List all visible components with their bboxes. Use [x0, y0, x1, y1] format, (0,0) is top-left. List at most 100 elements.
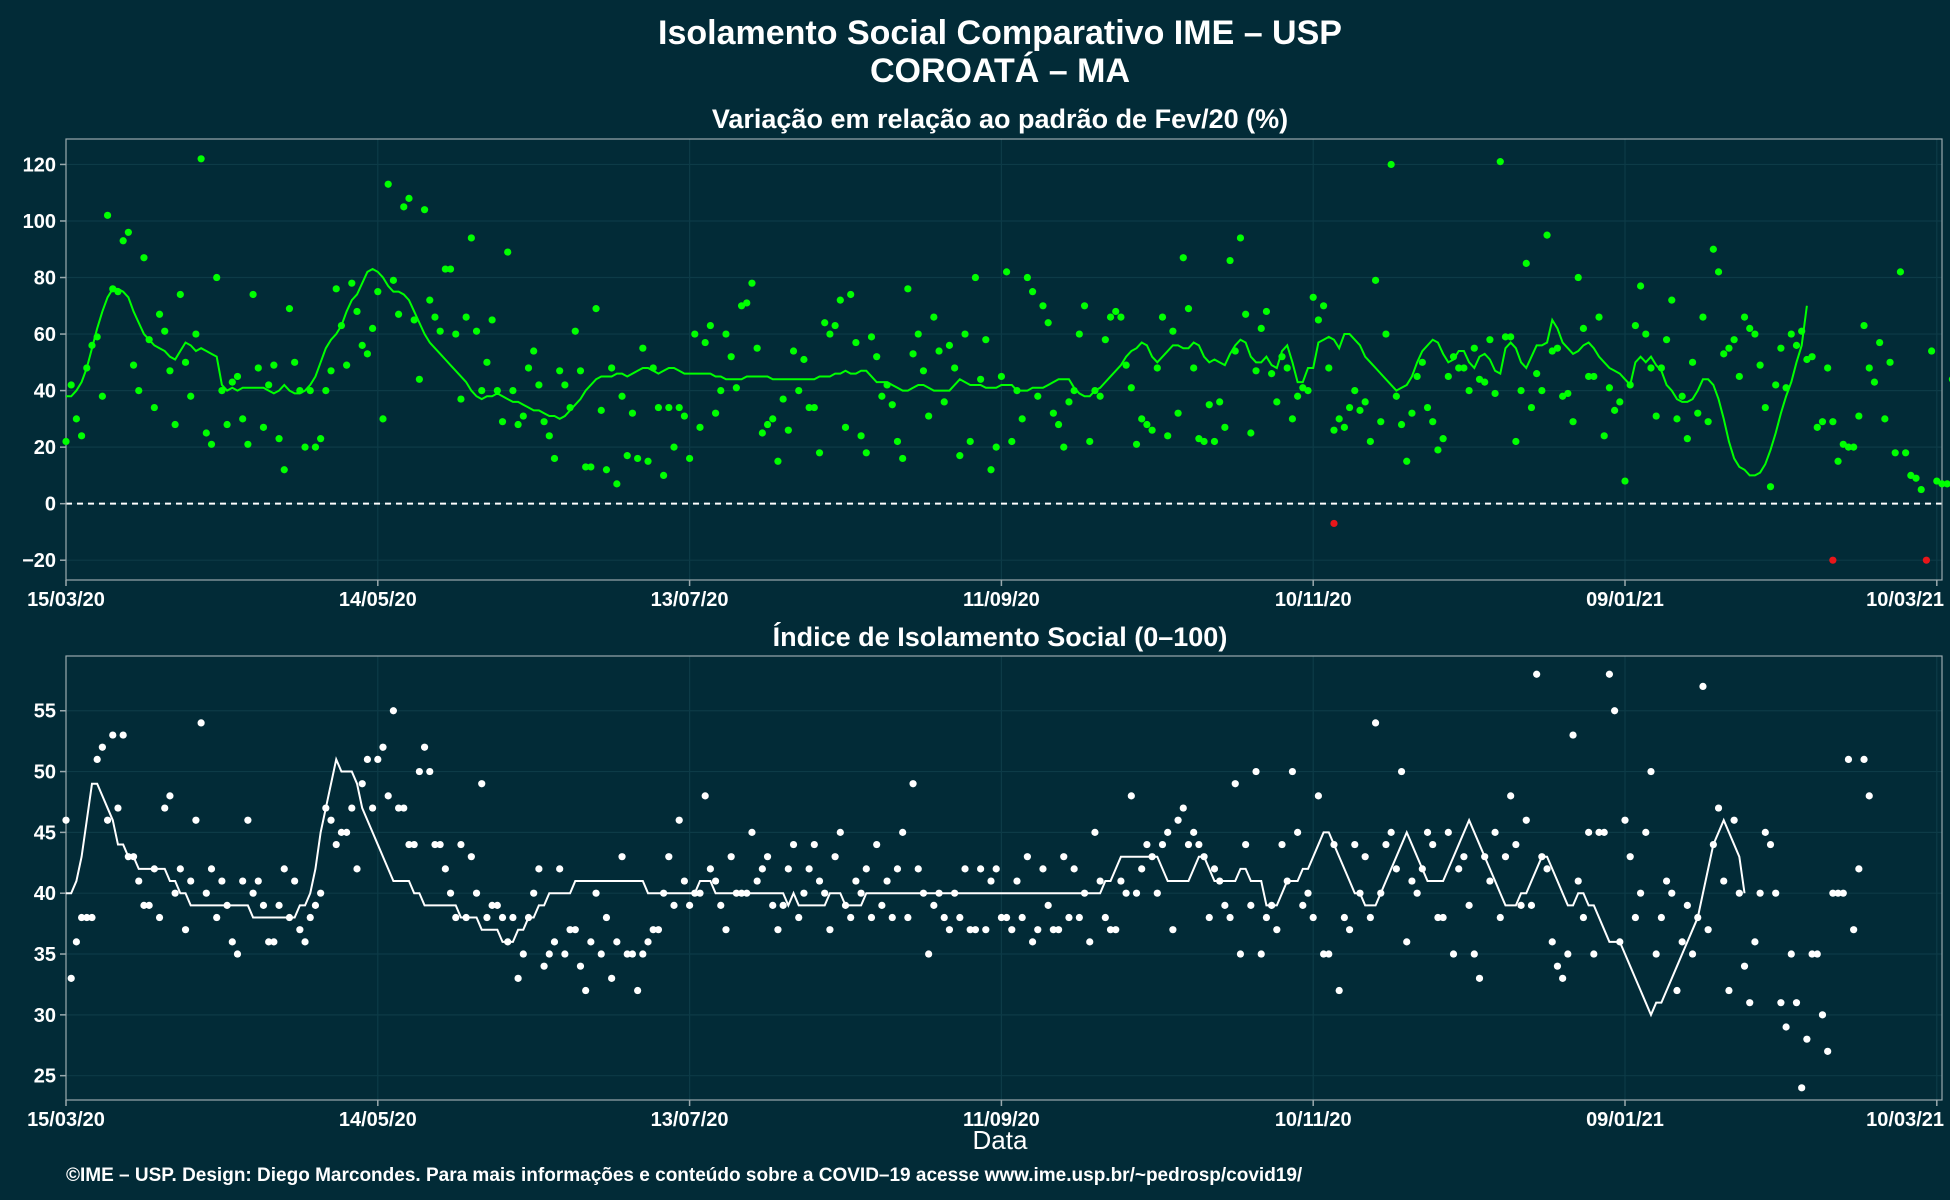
panel1-data-point: [1585, 372, 1593, 381]
panel2-data-point: [1164, 828, 1172, 836]
panel1-data-point: [1491, 389, 1499, 398]
panel2-data-point: [925, 950, 933, 958]
panel1-data-point: [722, 330, 730, 338]
panel1-data-point: [275, 435, 283, 443]
panel2-data-point: [1392, 865, 1400, 873]
panel2-data-point: [1008, 926, 1016, 934]
panel2-data-point: [135, 877, 143, 885]
panel2-data-point: [270, 938, 278, 946]
panel2-data-point: [1824, 1047, 1832, 1055]
panel2-data-point: [1533, 670, 1541, 678]
panel1-data-point: [1740, 313, 1749, 321]
panel2-data-point: [72, 938, 80, 946]
panel2-data-point: [1574, 877, 1582, 885]
panel2-data-point: [1756, 889, 1764, 897]
panel2-data-point: [467, 853, 475, 861]
panel2-data-point: [1579, 913, 1588, 922]
panel1-data-point: [592, 305, 600, 313]
panel2-data-point: [1294, 828, 1302, 836]
panel2-data-point: [452, 913, 460, 922]
panel1-data-point: [98, 392, 106, 400]
panel1-data-point: [769, 415, 777, 423]
panel2-data-point: [971, 926, 980, 934]
panel2-data-point: [1543, 865, 1551, 873]
panel2-y-tick-label: 45: [34, 822, 56, 844]
panel1-data-point: [1533, 370, 1541, 378]
panel2-data-point: [899, 828, 907, 836]
panel2-data-point: [1522, 816, 1530, 824]
panel2-data-point: [566, 926, 574, 934]
panel2-data-point: [244, 816, 252, 824]
panel2-data-point: [1138, 865, 1146, 873]
panel1-data-point: [187, 392, 195, 400]
panel1-data-point: [1543, 231, 1551, 239]
panel2-data-point: [1813, 950, 1821, 958]
panel2-data-point: [88, 913, 96, 922]
panel1-data-point: [181, 358, 190, 366]
panel1-data-point: [192, 330, 200, 338]
panel1-negative-data-point: [1330, 519, 1338, 528]
panel2-data-point: [1725, 986, 1733, 995]
panel2-data-point: [1262, 913, 1271, 922]
panel2-data-point: [1470, 950, 1478, 958]
panel1-data-point: [1787, 330, 1795, 338]
panel2-data-point: [634, 986, 642, 995]
panel1-data-point: [374, 288, 382, 296]
panel1-data-point: [1481, 378, 1489, 386]
panel2-data-point: [77, 913, 86, 922]
panel2-data-point: [602, 913, 611, 922]
panel1-data-point: [556, 367, 564, 375]
panel1-data-point: [774, 457, 782, 465]
panel2-data-point: [166, 792, 174, 800]
panel2-y-tick-label: 50: [34, 762, 56, 784]
panel1-data-point: [394, 310, 403, 318]
panel1-data-point: [852, 338, 860, 347]
panel1-data-point: [1117, 313, 1125, 321]
panel2-y-tick-label: 25: [34, 1066, 56, 1088]
panel1-data-point: [1766, 483, 1775, 491]
panel1-data-point: [1444, 372, 1452, 381]
panel1-data-point: [535, 381, 543, 389]
panel2-data-point: [862, 865, 870, 873]
panel2-data-point: [1808, 950, 1816, 958]
panel1-data-point: [1340, 423, 1348, 431]
panel1-data-point: [899, 454, 907, 463]
panel1-data-point: [1408, 409, 1416, 417]
panel1-data-point: [1382, 330, 1390, 338]
panel1-data-point: [478, 386, 486, 395]
panel1-data-point: [1870, 378, 1879, 386]
panel1-data-point: [327, 367, 335, 375]
panel2-data-point: [519, 950, 527, 958]
panel1-data-point: [291, 358, 299, 366]
panel1-data-point: [452, 330, 460, 338]
panel1-data-point: [1720, 350, 1728, 358]
panel1-data-point: [1860, 321, 1868, 330]
panel2-data-point: [587, 938, 595, 946]
panel1-data-point: [930, 313, 938, 321]
panel1-data-point: [1772, 381, 1780, 389]
panel1-data-point: [1886, 358, 1894, 366]
panel2-x-tick-label: 11/09/20: [963, 1109, 1040, 1131]
panel1-data-point: [103, 211, 112, 219]
panel1-data-point: [784, 426, 792, 434]
panel1-variation-chart: −20 0 20 40 60 80 100 120 15/03/20 14/05/20 13/07/…: [22, 138, 1950, 611]
panel2-data-point: [639, 950, 647, 958]
panel2-data-point: [1590, 950, 1598, 958]
panel1-data-point: [878, 392, 886, 400]
panel2-data-point: [114, 804, 122, 812]
panel2-data-point: [857, 889, 865, 897]
panel1-data-point: [1922, 556, 1931, 564]
panel2-data-point: [1101, 913, 1109, 922]
panel1-data-point: [904, 285, 912, 293]
panel1-data-point: [446, 265, 455, 273]
panel1-data-point: [363, 350, 372, 358]
panel2-data-point: [878, 901, 886, 909]
panel1-data-point: [239, 415, 247, 423]
panel1-data-point: [1039, 302, 1047, 310]
panel2-plot-frame: [65, 655, 1943, 1101]
panel2-data-point: [1226, 913, 1234, 922]
panel2-data-point: [1070, 865, 1078, 873]
panel2-data-point: [1782, 1023, 1790, 1031]
panel1-data-point: [285, 305, 294, 313]
